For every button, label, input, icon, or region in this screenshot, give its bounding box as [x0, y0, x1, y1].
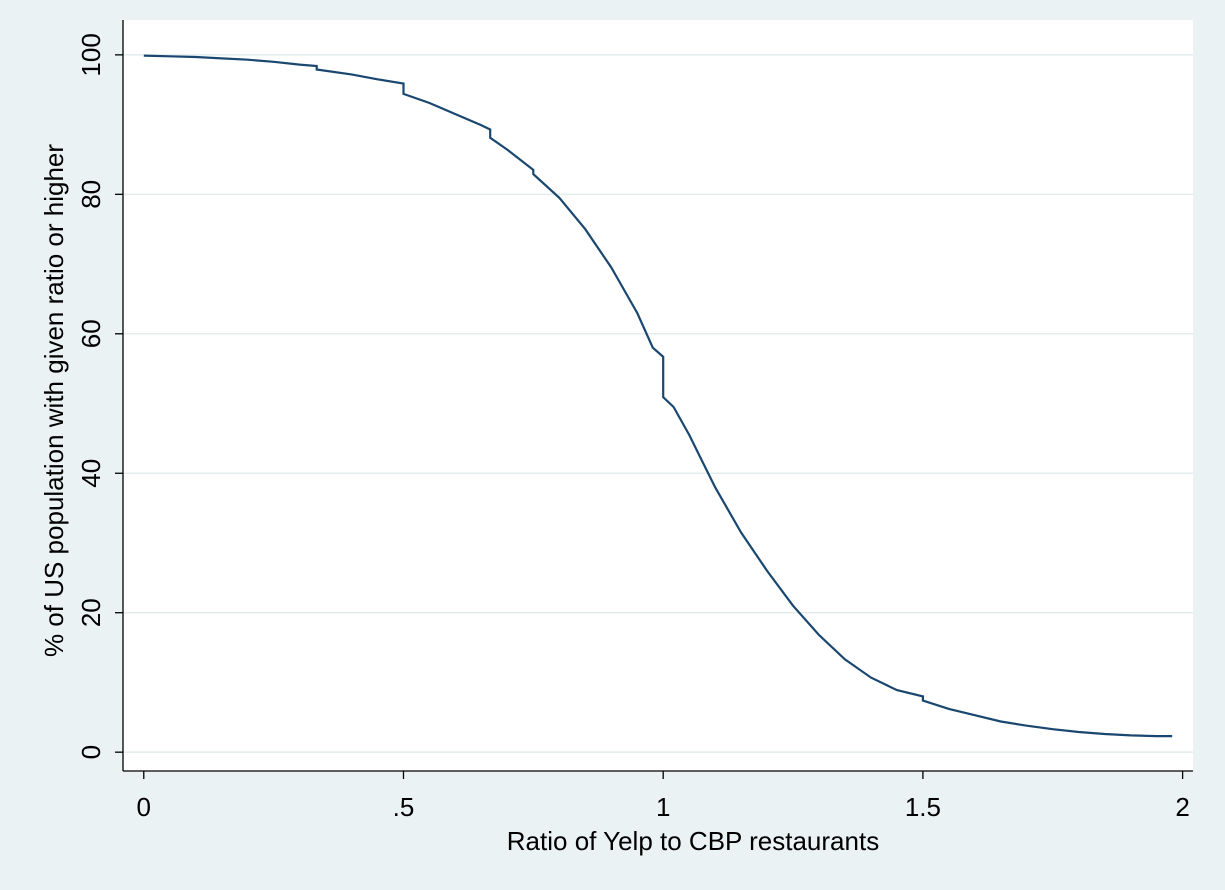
x-tick-label: 2 [1175, 792, 1189, 822]
x-tick-label: 1 [656, 792, 670, 822]
y-tick-label: 80 [76, 180, 106, 209]
y-tick-label: 100 [76, 33, 106, 76]
y-tick-label: 40 [76, 459, 106, 488]
plot-area [123, 20, 1193, 771]
y-tick-label: 60 [76, 319, 106, 348]
y-tick-label: 20 [76, 598, 106, 627]
x-tick-label: 0 [137, 792, 151, 822]
x-tick-label: 1.5 [905, 792, 941, 822]
gridlines [123, 54, 1193, 753]
axes: 0 20 40 60 80 100 0 .5 1 1.5 2 [76, 20, 1193, 822]
series-line [143, 54, 1173, 738]
y-axis-title: % of US population with given ratio or h… [39, 144, 69, 657]
y-tick-label: 0 [76, 745, 106, 759]
x-tick-label: .5 [393, 792, 415, 822]
x-axis-title: Ratio of Yelp to CBP restaurants [507, 826, 879, 856]
